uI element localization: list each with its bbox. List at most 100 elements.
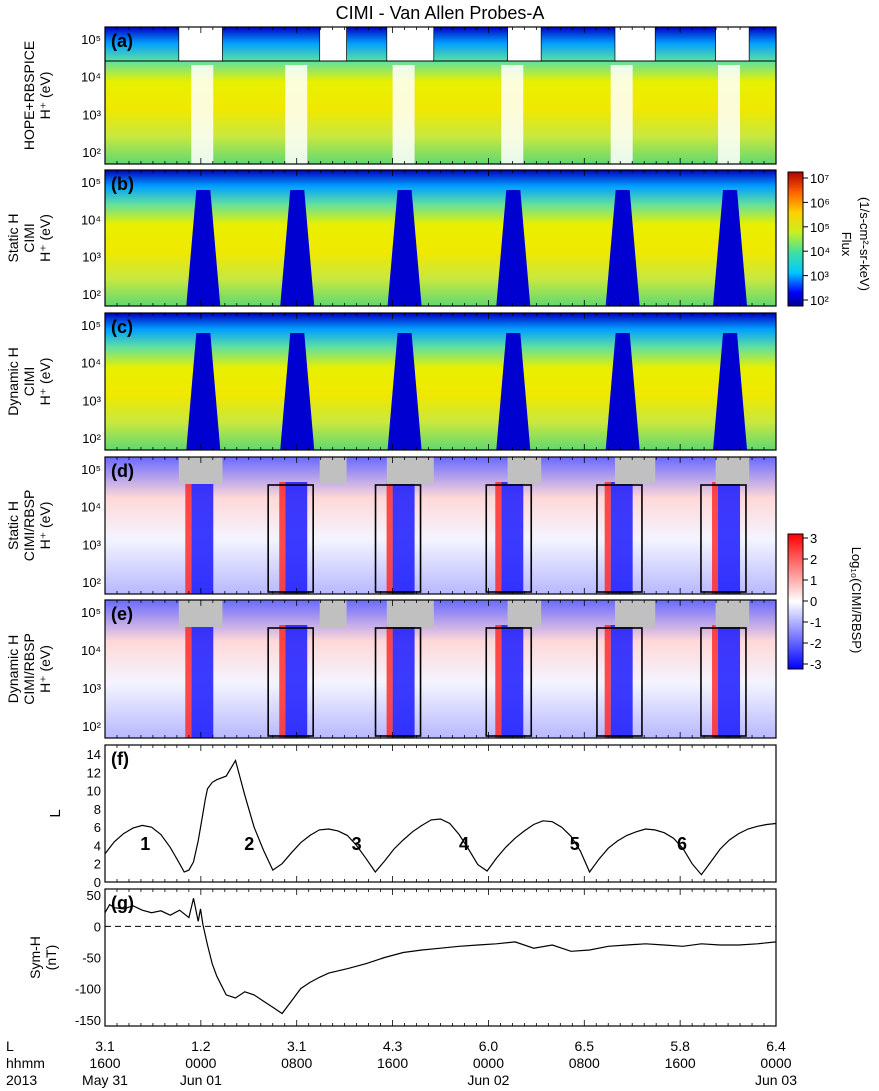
panel-g-ylabel: Sym-H	[27, 936, 43, 979]
ratio-tick-label: -2	[810, 636, 822, 651]
xtick-L: 1.2	[191, 1038, 211, 1054]
panel-d-perigee-band	[392, 482, 415, 594]
xtick-date: May 31	[82, 1072, 128, 1088]
orbit-label: 6	[677, 834, 687, 854]
ratio-tick-label: 1	[810, 573, 817, 588]
flux-tick-label: 10⁷	[810, 171, 829, 186]
panel-g-ytick: 0	[94, 919, 101, 934]
panel-d-highlight-box	[267, 484, 314, 593]
panel-a-data-gap	[386, 26, 435, 62]
ratio-tick-label: 2	[810, 552, 817, 567]
xtick-L: 6.5	[575, 1038, 595, 1054]
panel-d-perigee-band	[610, 482, 633, 594]
L-shell-line	[104, 758, 777, 876]
flux-tick-label: 10³	[810, 269, 829, 284]
panel-d-ytick: 10⁴	[81, 500, 101, 515]
xtick-date: Jun 02	[467, 1072, 509, 1088]
panel-a-data-gap	[319, 26, 347, 62]
panel-d-label: (d)	[111, 461, 134, 481]
panel-f-ytick: 8	[94, 802, 101, 817]
orbit-label: 2	[244, 834, 254, 854]
panel-c-ytick: 10⁴	[81, 356, 101, 371]
panel-d-highlight-box	[700, 484, 747, 593]
flux-tick-label: 10⁵	[810, 220, 830, 235]
xtick-hhmm: 0000	[185, 1055, 216, 1071]
panel-b-perigee-band	[387, 190, 422, 306]
panel-e-perigee-edge	[185, 625, 192, 738]
panel-c-ylabel: Dynamic H	[5, 347, 21, 415]
panel-a-ytick: 10²	[82, 145, 101, 160]
flux-colorbar: 10⁷ 10⁶ 10⁵ 10⁴ 10³ 10² Flux (1/s-cm²-sr-keV)	[787, 171, 872, 308]
panel-e-perigee-edge	[712, 625, 719, 738]
panel-c-perigee-band	[280, 333, 315, 450]
panel-d-perigee-edge	[604, 482, 611, 594]
xtick-L: 3.1	[287, 1038, 307, 1054]
orbit-label: 5	[570, 834, 580, 854]
panel-a-ytick: 10⁴	[81, 70, 101, 85]
panel-c-perigee-band	[713, 333, 748, 450]
panel-g-ytick: -50	[82, 951, 101, 966]
panel-c-ytick: 10⁵	[81, 318, 101, 333]
xtick-hhmm: 0000	[473, 1055, 504, 1071]
panel-a-perigee-band	[718, 65, 741, 164]
panel-e-perigee-band	[392, 625, 415, 738]
panel-a-perigee-band	[285, 65, 308, 164]
panel-b-perigee-band	[496, 190, 531, 306]
panel-c-ytick: 10²	[82, 431, 101, 446]
panel-e-data-gap	[715, 600, 750, 627]
xtick-date: Jun 03	[755, 1072, 797, 1088]
panel-c-ylabel: H⁺ (eV)	[37, 358, 53, 406]
orbit-label: 4	[459, 834, 469, 854]
xtick-date: Jun 01	[180, 1072, 222, 1088]
panel-e-ytick: 10⁴	[81, 643, 101, 658]
panel-d-highlight-box	[485, 484, 533, 593]
flux-tick-label: 10⁴	[810, 244, 830, 259]
xtick-L: 6.0	[479, 1038, 499, 1054]
ratio-colorbar-gradient	[787, 533, 804, 670]
panel-f-ytick: 10	[87, 784, 101, 799]
panel-b-perigee-band	[280, 190, 315, 306]
panel-d-perigee-band	[501, 482, 524, 594]
panel-d-data-gap	[386, 457, 434, 484]
panel-g-ytick: 50	[87, 888, 101, 903]
flux-colorbar-gradient	[787, 171, 804, 307]
xaxis-row-label-hhmm: hhmm	[6, 1055, 45, 1071]
xtick-hhmm: 1600	[377, 1055, 408, 1071]
panel-b-ytick: 10³	[82, 250, 101, 265]
xtick-L: 5.8	[670, 1038, 690, 1054]
panel-a-ylabel: HOPE+RBSPICE	[21, 41, 37, 150]
panel-g-ytick: -150	[75, 1013, 101, 1028]
panel-b-ytick: 10²	[82, 287, 101, 302]
orbit-label: 1	[140, 834, 150, 854]
panel-b-ytick: 10⁵	[81, 175, 101, 190]
panel-e-highlight-box	[596, 627, 643, 737]
panel-g-label: (g)	[111, 893, 134, 913]
panel-e-ylabel: CIMI/RBSP	[21, 633, 37, 705]
figure-title: CIMI - Van Allen Probes-A	[336, 3, 545, 23]
xaxis-row-label-year: 2013	[6, 1072, 37, 1088]
panel-e-highlight-box	[267, 627, 314, 737]
panel-a-ytick: 10³	[82, 107, 101, 122]
panel-c-ylabel: CIMI	[21, 367, 37, 397]
flux-tick-label: 10²	[810, 293, 829, 308]
panel-d-perigee-edge	[279, 482, 286, 594]
panel-d-perigee-band	[718, 482, 741, 594]
panel-a-ytick: 10⁵	[81, 32, 101, 47]
panel-f-ytick: 0	[94, 875, 101, 890]
panel-a-perigee-band	[392, 65, 415, 164]
panel-e-perigee-band	[191, 625, 214, 738]
panel-a: 10⁵ 10⁴ 10³ 10² HOPE+RBSPICE H⁺ (eV) (a)	[21, 26, 777, 165]
panel-d-ylabel: CIMI/RBSP	[21, 490, 37, 562]
xtick-L: 4.3	[383, 1038, 403, 1054]
xtick-hhmm: 0800	[281, 1055, 312, 1071]
ratio-tick-label: -3	[810, 657, 822, 672]
panel-a-perigee-band	[191, 65, 214, 164]
panel-a-label: (a)	[111, 31, 133, 51]
panel-e-ytick: 10⁵	[81, 605, 101, 620]
panel-f-ylabel: L	[47, 809, 64, 817]
panel-d-perigee-edge	[185, 482, 192, 594]
panel-b-ylabel: CIMI	[21, 223, 37, 253]
panel-g-ylabel: (nT)	[43, 945, 59, 971]
